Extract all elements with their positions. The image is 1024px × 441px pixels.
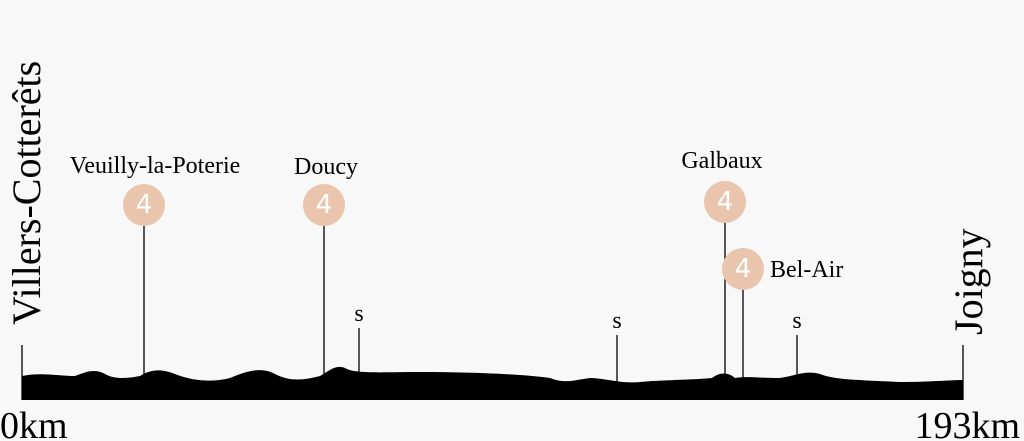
sprint-label: s xyxy=(354,301,363,327)
climb-category: 4 xyxy=(735,254,752,284)
climb-badge xyxy=(704,181,746,223)
sprint-label: s xyxy=(792,308,801,334)
climb-badge xyxy=(303,184,345,226)
climb-badge xyxy=(123,184,165,226)
start-name: Villers-Cotterêts xyxy=(4,61,49,325)
climb-name: Bel-Air xyxy=(770,257,843,283)
climb-name: Galbaux xyxy=(681,148,762,174)
sprint-label: s xyxy=(612,308,621,334)
climb-name: Veuilly-la-Poterie xyxy=(70,153,241,179)
start-distance: 0km xyxy=(0,405,68,441)
climb-category: 4 xyxy=(316,190,333,220)
finish-distance: 193km xyxy=(914,405,1020,441)
climb-name: Doucy xyxy=(294,154,358,180)
finish-name: Joigny xyxy=(946,228,991,335)
climb-category: 4 xyxy=(717,187,734,217)
climb-badge xyxy=(722,248,764,290)
climb-category: 4 xyxy=(136,190,153,220)
elevation-profile xyxy=(22,366,963,400)
